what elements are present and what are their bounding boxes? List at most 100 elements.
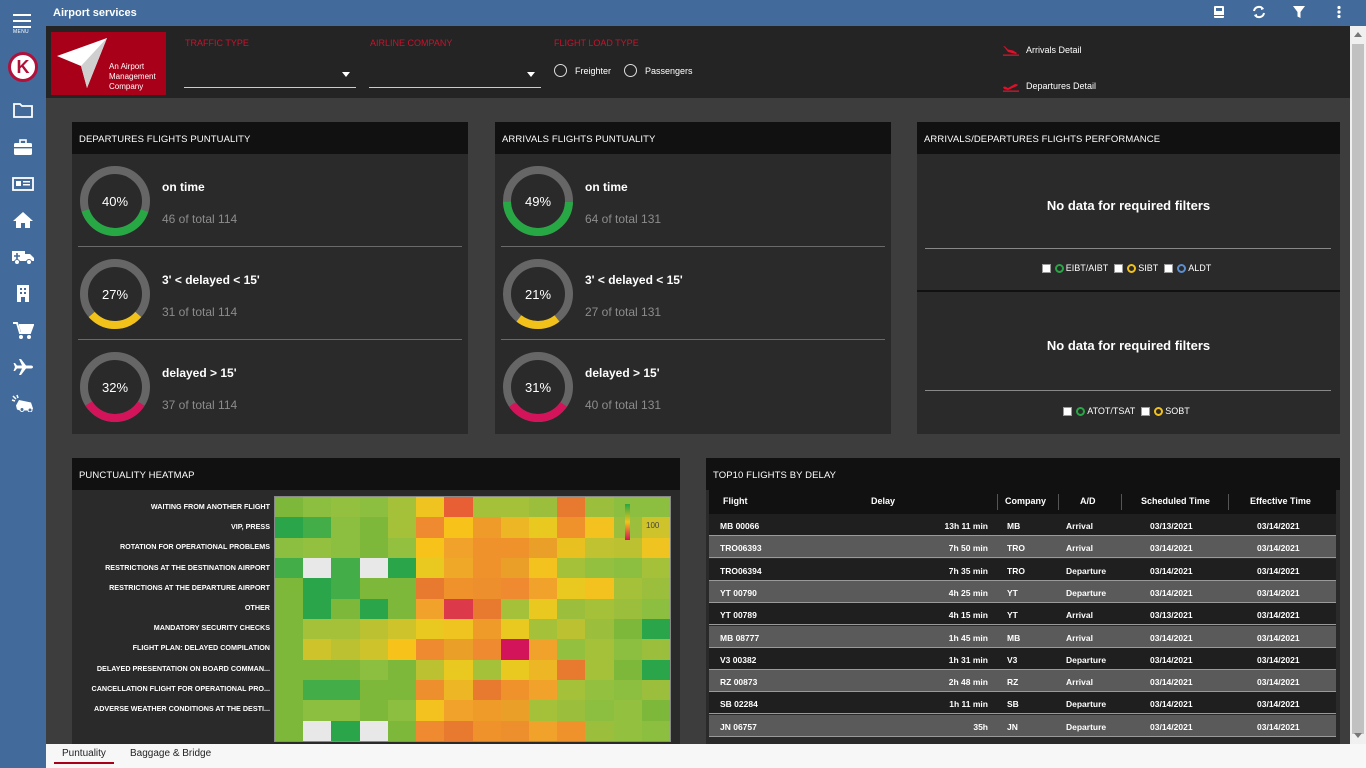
heatmap-cell[interactable] xyxy=(387,639,417,661)
heatmap-cell[interactable] xyxy=(331,497,361,518)
heatmap-cell[interactable] xyxy=(331,700,361,722)
heatmap-cell[interactable] xyxy=(416,619,445,640)
heatmap-cell[interactable] xyxy=(275,619,304,640)
tab-puntuality[interactable]: Puntuality xyxy=(54,748,114,764)
heatmap-cell[interactable] xyxy=(585,497,615,518)
heatmap-cell[interactable] xyxy=(641,680,671,701)
vertical-scrollbar[interactable] xyxy=(1350,26,1366,744)
table-row[interactable]: SB 02284 1h 11 min SB Departure 03/14/2021 03… xyxy=(709,692,1336,715)
departures-detail-link[interactable]: Departures Detail xyxy=(1002,80,1096,92)
heatmap-cell[interactable] xyxy=(359,639,389,661)
briefcase-icon[interactable] xyxy=(11,136,35,158)
heatmap-cell[interactable] xyxy=(641,619,671,640)
heatmap-cell[interactable] xyxy=(303,659,332,681)
heatmap-cell[interactable] xyxy=(585,598,615,620)
heatmap-cell[interactable] xyxy=(557,578,586,600)
heatmap-cell[interactable] xyxy=(359,720,389,742)
heatmap-cell[interactable] xyxy=(331,720,361,742)
heatmap-cell[interactable] xyxy=(641,700,671,722)
heatmap-cell[interactable] xyxy=(557,537,586,559)
heatmap-cell[interactable] xyxy=(359,517,389,539)
heatmap-cell[interactable] xyxy=(472,639,502,661)
heatmap-cell[interactable] xyxy=(444,680,473,701)
col-ad[interactable]: A/D xyxy=(1080,496,1096,506)
heatmap-cell[interactable] xyxy=(444,578,473,600)
folder-icon[interactable] xyxy=(11,99,35,121)
heatmap-cell[interactable] xyxy=(359,537,389,559)
heatmap-cell[interactable] xyxy=(444,497,473,518)
heatmap-cell[interactable] xyxy=(641,659,671,681)
heatmap-cell[interactable] xyxy=(444,720,473,742)
heatmap-cell[interactable] xyxy=(416,537,445,559)
heatmap-cell[interactable] xyxy=(528,497,558,518)
heatmap-cell[interactable] xyxy=(331,517,361,539)
heatmap-cell[interactable] xyxy=(613,578,643,600)
table-row[interactable]: YT 00790 4h 25 min YT Departure 03/14/2021 03… xyxy=(709,580,1336,603)
heatmap-cell[interactable] xyxy=(472,517,502,539)
book-icon[interactable] xyxy=(1212,5,1228,21)
scroll-down-icon[interactable] xyxy=(1354,733,1362,738)
table-row[interactable]: JN 06757 35h JN Departure 03/14/2021 03/14/20… xyxy=(709,714,1336,737)
heatmap-cell[interactable] xyxy=(613,680,643,701)
plane-icon[interactable] xyxy=(11,356,35,378)
heatmap-cell[interactable] xyxy=(528,537,558,559)
heatmap-cell[interactable] xyxy=(585,537,615,559)
heatmap-cell[interactable] xyxy=(613,537,643,559)
heatmap-cell[interactable] xyxy=(557,558,586,579)
heatmap-cell[interactable] xyxy=(613,558,643,579)
heatmap-cell[interactable] xyxy=(387,659,417,681)
heatmap-cell[interactable] xyxy=(387,537,417,559)
heatmap-cell[interactable] xyxy=(331,619,361,640)
heatmap-cell[interactable] xyxy=(303,639,332,661)
heatmap-cell[interactable] xyxy=(444,700,473,722)
legend-aldt[interactable]: ALDT xyxy=(1164,263,1211,273)
heatmap-cell[interactable] xyxy=(387,619,417,640)
legend-atot[interactable]: ATOT/TSAT xyxy=(1063,406,1135,416)
refresh-icon[interactable] xyxy=(1252,5,1268,21)
legend-sobt[interactable]: SOBT xyxy=(1141,406,1190,416)
heatmap-cell[interactable] xyxy=(641,639,671,661)
heatmap-cell[interactable] xyxy=(416,578,445,600)
heatmap-cell[interactable] xyxy=(528,578,558,600)
heatmap-cell[interactable] xyxy=(500,619,530,640)
heatmap-cell[interactable] xyxy=(557,598,586,620)
heatmap-cell[interactable] xyxy=(613,619,643,640)
heatmap-cell[interactable] xyxy=(500,517,530,539)
table-row[interactable]: YT 00789 4h 15 min YT Arrival 03/13/2021 03/1… xyxy=(709,603,1336,626)
heatmap-cell[interactable] xyxy=(613,598,643,620)
heatmap-cell[interactable] xyxy=(416,497,445,518)
heatmap-cell[interactable] xyxy=(275,497,304,518)
heatmap-cell[interactable] xyxy=(303,517,332,539)
heatmap-cell[interactable] xyxy=(641,578,671,600)
heatmap-cell[interactable] xyxy=(359,619,389,640)
heatmap-cell[interactable] xyxy=(303,497,332,518)
table-row[interactable]: MB 00066 13h 11 min MB Arrival 03/13/2021 03/… xyxy=(709,514,1336,536)
heatmap-cell[interactable] xyxy=(303,700,332,722)
heatmap-cell[interactable] xyxy=(387,598,417,620)
table-row[interactable]: MB 08777 1h 45 min MB Arrival 03/14/2021 03/1… xyxy=(709,625,1336,648)
heatmap-cell[interactable] xyxy=(585,558,615,579)
filter-icon[interactable] xyxy=(1292,5,1308,21)
heatmap-cell[interactable] xyxy=(359,598,389,620)
table-row[interactable]: TRO06393 7h 50 min TRO Arrival 03/14/2021 03/… xyxy=(709,536,1336,559)
col-effective[interactable]: Effective Time xyxy=(1250,496,1311,506)
heatmap-cell[interactable] xyxy=(444,537,473,559)
heatmap-cell[interactable] xyxy=(472,578,502,600)
heatmap-cell[interactable] xyxy=(500,680,530,701)
heatmap-cell[interactable] xyxy=(303,619,332,640)
heatmap-cell[interactable] xyxy=(416,558,445,579)
heatmap-cell[interactable] xyxy=(557,700,586,722)
scrollbar-thumb[interactable] xyxy=(1352,44,1364,734)
passengers-radio[interactable]: Passengers xyxy=(624,64,693,77)
heatmap-cell[interactable] xyxy=(613,700,643,722)
heatmap-cell[interactable] xyxy=(585,720,615,742)
heatmap-cell[interactable] xyxy=(331,598,361,620)
heatmap-cell[interactable] xyxy=(387,517,417,539)
traffic-type-select[interactable] xyxy=(184,62,356,88)
checkbox[interactable] xyxy=(1041,263,1051,273)
airline-company-select[interactable] xyxy=(369,62,541,88)
building-icon[interactable] xyxy=(11,282,35,304)
heatmap-cell[interactable] xyxy=(275,558,304,579)
heatmap-cell[interactable] xyxy=(528,639,558,661)
heatmap-cell[interactable] xyxy=(472,700,502,722)
